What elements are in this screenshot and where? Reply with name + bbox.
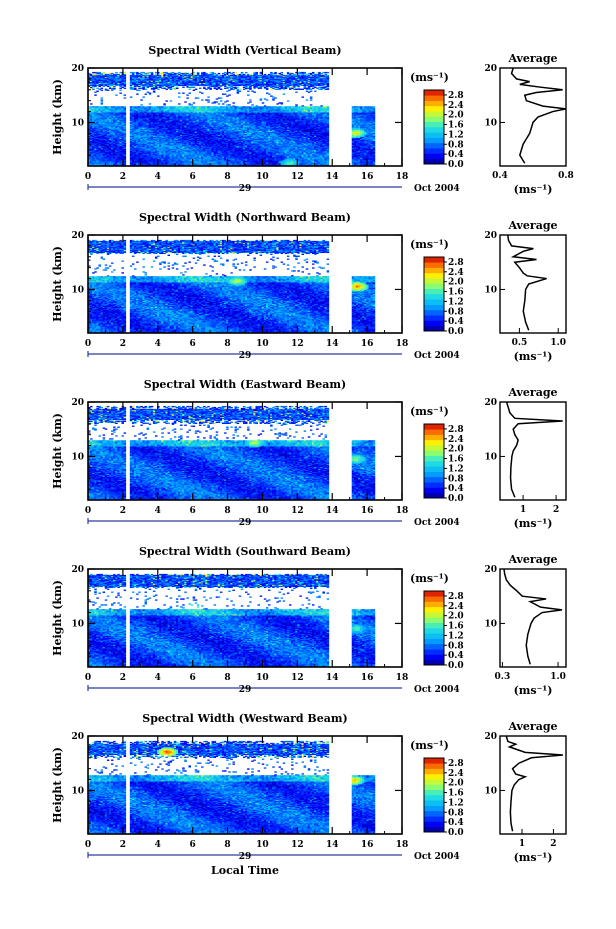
heatmap-cell <box>207 101 209 102</box>
heatmap-cell <box>142 96 144 97</box>
heatmap-cell <box>101 90 103 91</box>
heatmap-cell <box>199 88 201 89</box>
heatmap-cell <box>195 89 197 90</box>
heatmap-cell <box>178 93 180 94</box>
heatmap-cell <box>178 103 180 104</box>
heatmap-cell <box>220 100 222 101</box>
heatmap-cell <box>113 88 115 89</box>
panel-title: Spectral Width (Vertical Beam) <box>148 44 341 57</box>
heatmap-cell <box>224 93 226 94</box>
heatmap-cell <box>220 89 222 90</box>
heatmap-cell <box>119 90 121 91</box>
heatmap-cell <box>163 103 165 104</box>
heatmap-cell <box>201 93 203 94</box>
heatmap-cell <box>216 101 218 102</box>
heatmap-cell <box>203 87 205 88</box>
heatmap-cell <box>90 103 92 104</box>
heatmap-cell <box>140 104 142 105</box>
heatmap-cell <box>124 74 126 75</box>
heatmap-cell <box>107 90 109 91</box>
heatmap-cell <box>186 94 188 95</box>
heatmap-cell <box>124 97 126 98</box>
heatmap-cell <box>119 93 121 94</box>
heatmap-cell <box>170 100 172 101</box>
heatmap-cell <box>184 101 186 102</box>
heatmap-cell <box>153 91 155 92</box>
heatmap-cell <box>157 89 159 90</box>
heatmap-cell <box>130 96 132 97</box>
heatmap-cell <box>188 93 190 94</box>
heatmap-cell <box>222 103 224 104</box>
heatmap-cell <box>151 72 153 73</box>
heatmap-cell <box>138 90 140 91</box>
heatmap-cell <box>101 97 103 98</box>
heatmap-cell <box>124 94 126 95</box>
heatmap-cell <box>101 102 103 103</box>
heatmap-cell <box>218 73 220 74</box>
heatmap-cell <box>149 93 151 94</box>
heatmap-cell <box>145 93 147 94</box>
heatmap-cell <box>124 88 126 89</box>
heatmap-cell <box>207 99 209 100</box>
figure: Spectral Width (Vertical Beam)10200 2 4 6 8 1… <box>0 0 616 929</box>
heatmap-cell <box>92 89 94 90</box>
heatmap-cell <box>193 102 195 103</box>
heatmap-cell <box>124 106 126 107</box>
heatmap-cell <box>149 103 151 104</box>
heatmap-cell <box>140 99 142 100</box>
heatmap-cell <box>193 87 195 88</box>
heatmap-cell <box>218 103 220 104</box>
heatmap <box>88 72 375 166</box>
heatmap-cell <box>101 88 103 89</box>
heatmap-cell <box>96 91 98 92</box>
heatmap-cell <box>165 100 167 101</box>
heatmap-cell <box>201 99 203 100</box>
heatmap-cell <box>191 104 193 105</box>
heatmap-cell <box>176 87 178 88</box>
heatmap-cell <box>182 93 184 94</box>
heatmap-cell <box>136 93 138 94</box>
heatmap-cell <box>134 88 136 89</box>
heatmap-cell <box>178 96 180 97</box>
heatmap-cell <box>220 97 222 98</box>
heatmap-cell <box>115 94 117 95</box>
heatmap-cell <box>188 89 190 90</box>
heatmap-cell <box>124 72 126 73</box>
heatmap-cell <box>101 99 103 100</box>
heatmap-cell <box>94 94 96 95</box>
heatmap-cell <box>197 72 199 73</box>
heatmap-cell <box>182 87 184 88</box>
heatmap-cell <box>186 97 188 98</box>
heatmap-cell <box>226 100 228 101</box>
heatmap-cell <box>157 95 159 96</box>
heatmap-cell <box>197 97 199 98</box>
heatmap-cell <box>115 72 117 73</box>
heatmap-cell <box>207 96 209 97</box>
heatmap-cell <box>145 89 147 90</box>
heatmap-cell <box>209 88 211 89</box>
heatmap-cell <box>103 72 105 73</box>
